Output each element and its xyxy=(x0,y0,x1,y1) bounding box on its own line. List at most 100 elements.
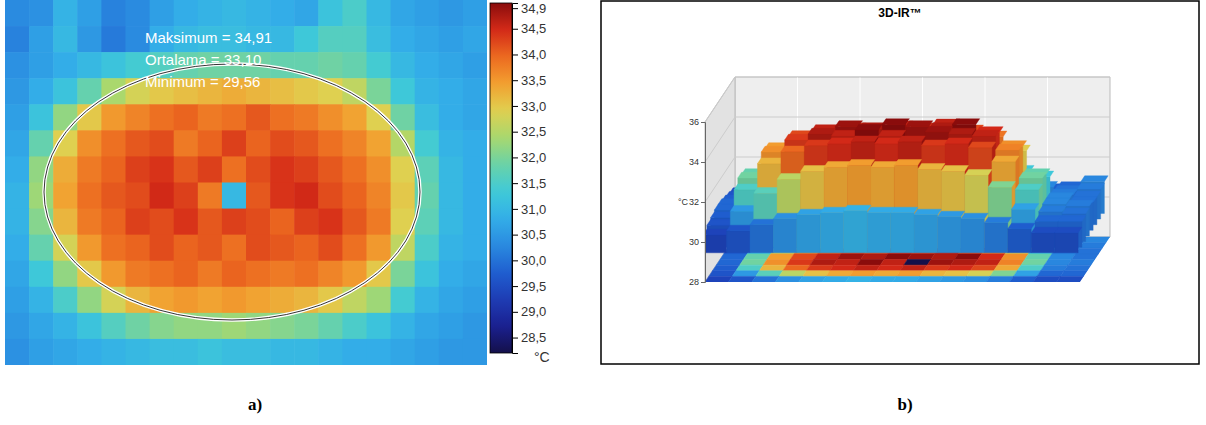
floor-cell xyxy=(830,265,857,271)
surface-side xyxy=(1031,233,1054,253)
floor-cell xyxy=(783,265,810,271)
surface-side xyxy=(750,225,773,253)
surface-top xyxy=(906,121,933,127)
heat-cell xyxy=(270,104,295,131)
heat-cell xyxy=(415,104,440,131)
heat-cell xyxy=(342,339,367,365)
floor-cell xyxy=(732,271,759,277)
floor-cell xyxy=(1048,254,1075,260)
heat-cell xyxy=(463,183,487,210)
heat-cell xyxy=(342,235,367,262)
heat-cell xyxy=(77,235,102,262)
floor-cell xyxy=(900,265,927,271)
heat-cell xyxy=(222,156,247,183)
heat-cell xyxy=(150,104,175,131)
surface-side xyxy=(1008,229,1031,253)
heat-cell xyxy=(29,78,54,105)
heat-cell xyxy=(101,209,126,236)
heat-cell xyxy=(77,130,102,157)
heat-cell xyxy=(415,313,440,340)
heat-cell xyxy=(246,261,271,288)
y-axis-line xyxy=(701,123,706,283)
heat-cell xyxy=(198,156,223,183)
heat-cell xyxy=(367,209,392,236)
heat-cell xyxy=(463,0,487,27)
heat-cell xyxy=(318,261,343,288)
heat-cell xyxy=(342,156,367,183)
floor-cell xyxy=(1033,276,1060,282)
tick-label: 30,5 xyxy=(521,227,546,242)
floor-cell xyxy=(826,271,853,277)
heat-cell xyxy=(53,52,78,79)
heat-cell xyxy=(126,235,151,262)
floor-cell xyxy=(759,265,786,271)
floor-cell xyxy=(877,265,904,271)
floor-cell xyxy=(967,271,994,277)
heat-cell xyxy=(342,0,367,27)
surface-top xyxy=(972,130,999,136)
surface-top xyxy=(996,144,1023,150)
heat-cell xyxy=(53,313,78,340)
heat-cell xyxy=(198,104,223,131)
tick-mark xyxy=(512,312,518,313)
heat-cell xyxy=(101,235,126,262)
heat-cell xyxy=(198,235,223,262)
floor-cell xyxy=(994,265,1021,271)
heat-cell xyxy=(150,183,175,210)
surface-top xyxy=(804,140,831,146)
heat-cell xyxy=(174,130,199,157)
heat-cell xyxy=(53,26,78,53)
floor-cell xyxy=(1064,265,1091,271)
surface-top xyxy=(851,136,878,142)
surface-top xyxy=(922,140,949,146)
heat-cell xyxy=(318,0,343,27)
heat-cell xyxy=(198,287,223,314)
heat-cell xyxy=(463,209,487,236)
tick-label: 32,5 xyxy=(521,124,546,139)
tick: 28,5 xyxy=(512,330,546,345)
tick-mark xyxy=(512,260,518,261)
heat-cell xyxy=(101,52,126,79)
floor-cell xyxy=(716,260,743,266)
heat-cell xyxy=(270,339,295,365)
heat-cell xyxy=(439,313,464,340)
heat-cell xyxy=(5,0,30,27)
surface-top xyxy=(828,138,855,144)
heat-cell xyxy=(270,235,295,262)
heat-cell xyxy=(29,313,54,340)
surface-top xyxy=(1046,193,1073,199)
tick-label: 30,0 xyxy=(521,253,546,268)
y-axis: 2830323436 xyxy=(689,117,706,287)
heat-cell xyxy=(318,339,343,365)
floor-cell xyxy=(763,260,790,266)
heat-cell xyxy=(270,78,295,105)
roi-ellipse-inner xyxy=(44,64,420,320)
floor-cell xyxy=(806,265,833,271)
heat-cell xyxy=(270,287,295,314)
heat-cell xyxy=(126,104,151,131)
surface-top xyxy=(898,136,925,142)
heat-cell xyxy=(367,78,392,105)
heat-cell xyxy=(294,183,319,210)
heat-cell xyxy=(5,26,30,53)
heat-cell xyxy=(342,26,367,53)
heat-cell xyxy=(463,261,487,288)
tick: 32,0 xyxy=(512,150,546,165)
tick-mark xyxy=(512,8,518,9)
heat-cell xyxy=(463,313,487,340)
surface-top xyxy=(781,146,808,152)
surface-top xyxy=(945,138,972,144)
heat-cell xyxy=(198,183,223,210)
heat-cell xyxy=(53,261,78,288)
surface-top xyxy=(777,174,804,180)
heat-cell xyxy=(53,156,78,183)
heat-cell xyxy=(126,209,151,236)
tick-label: 33,0 xyxy=(521,99,546,114)
heat-cell xyxy=(294,313,319,340)
heat-cell xyxy=(174,0,199,27)
floor-cell xyxy=(896,271,923,277)
heat-cell xyxy=(29,235,54,262)
surface-top xyxy=(988,182,1015,188)
tick: 29,0 xyxy=(512,304,546,319)
surface-top xyxy=(925,126,952,132)
